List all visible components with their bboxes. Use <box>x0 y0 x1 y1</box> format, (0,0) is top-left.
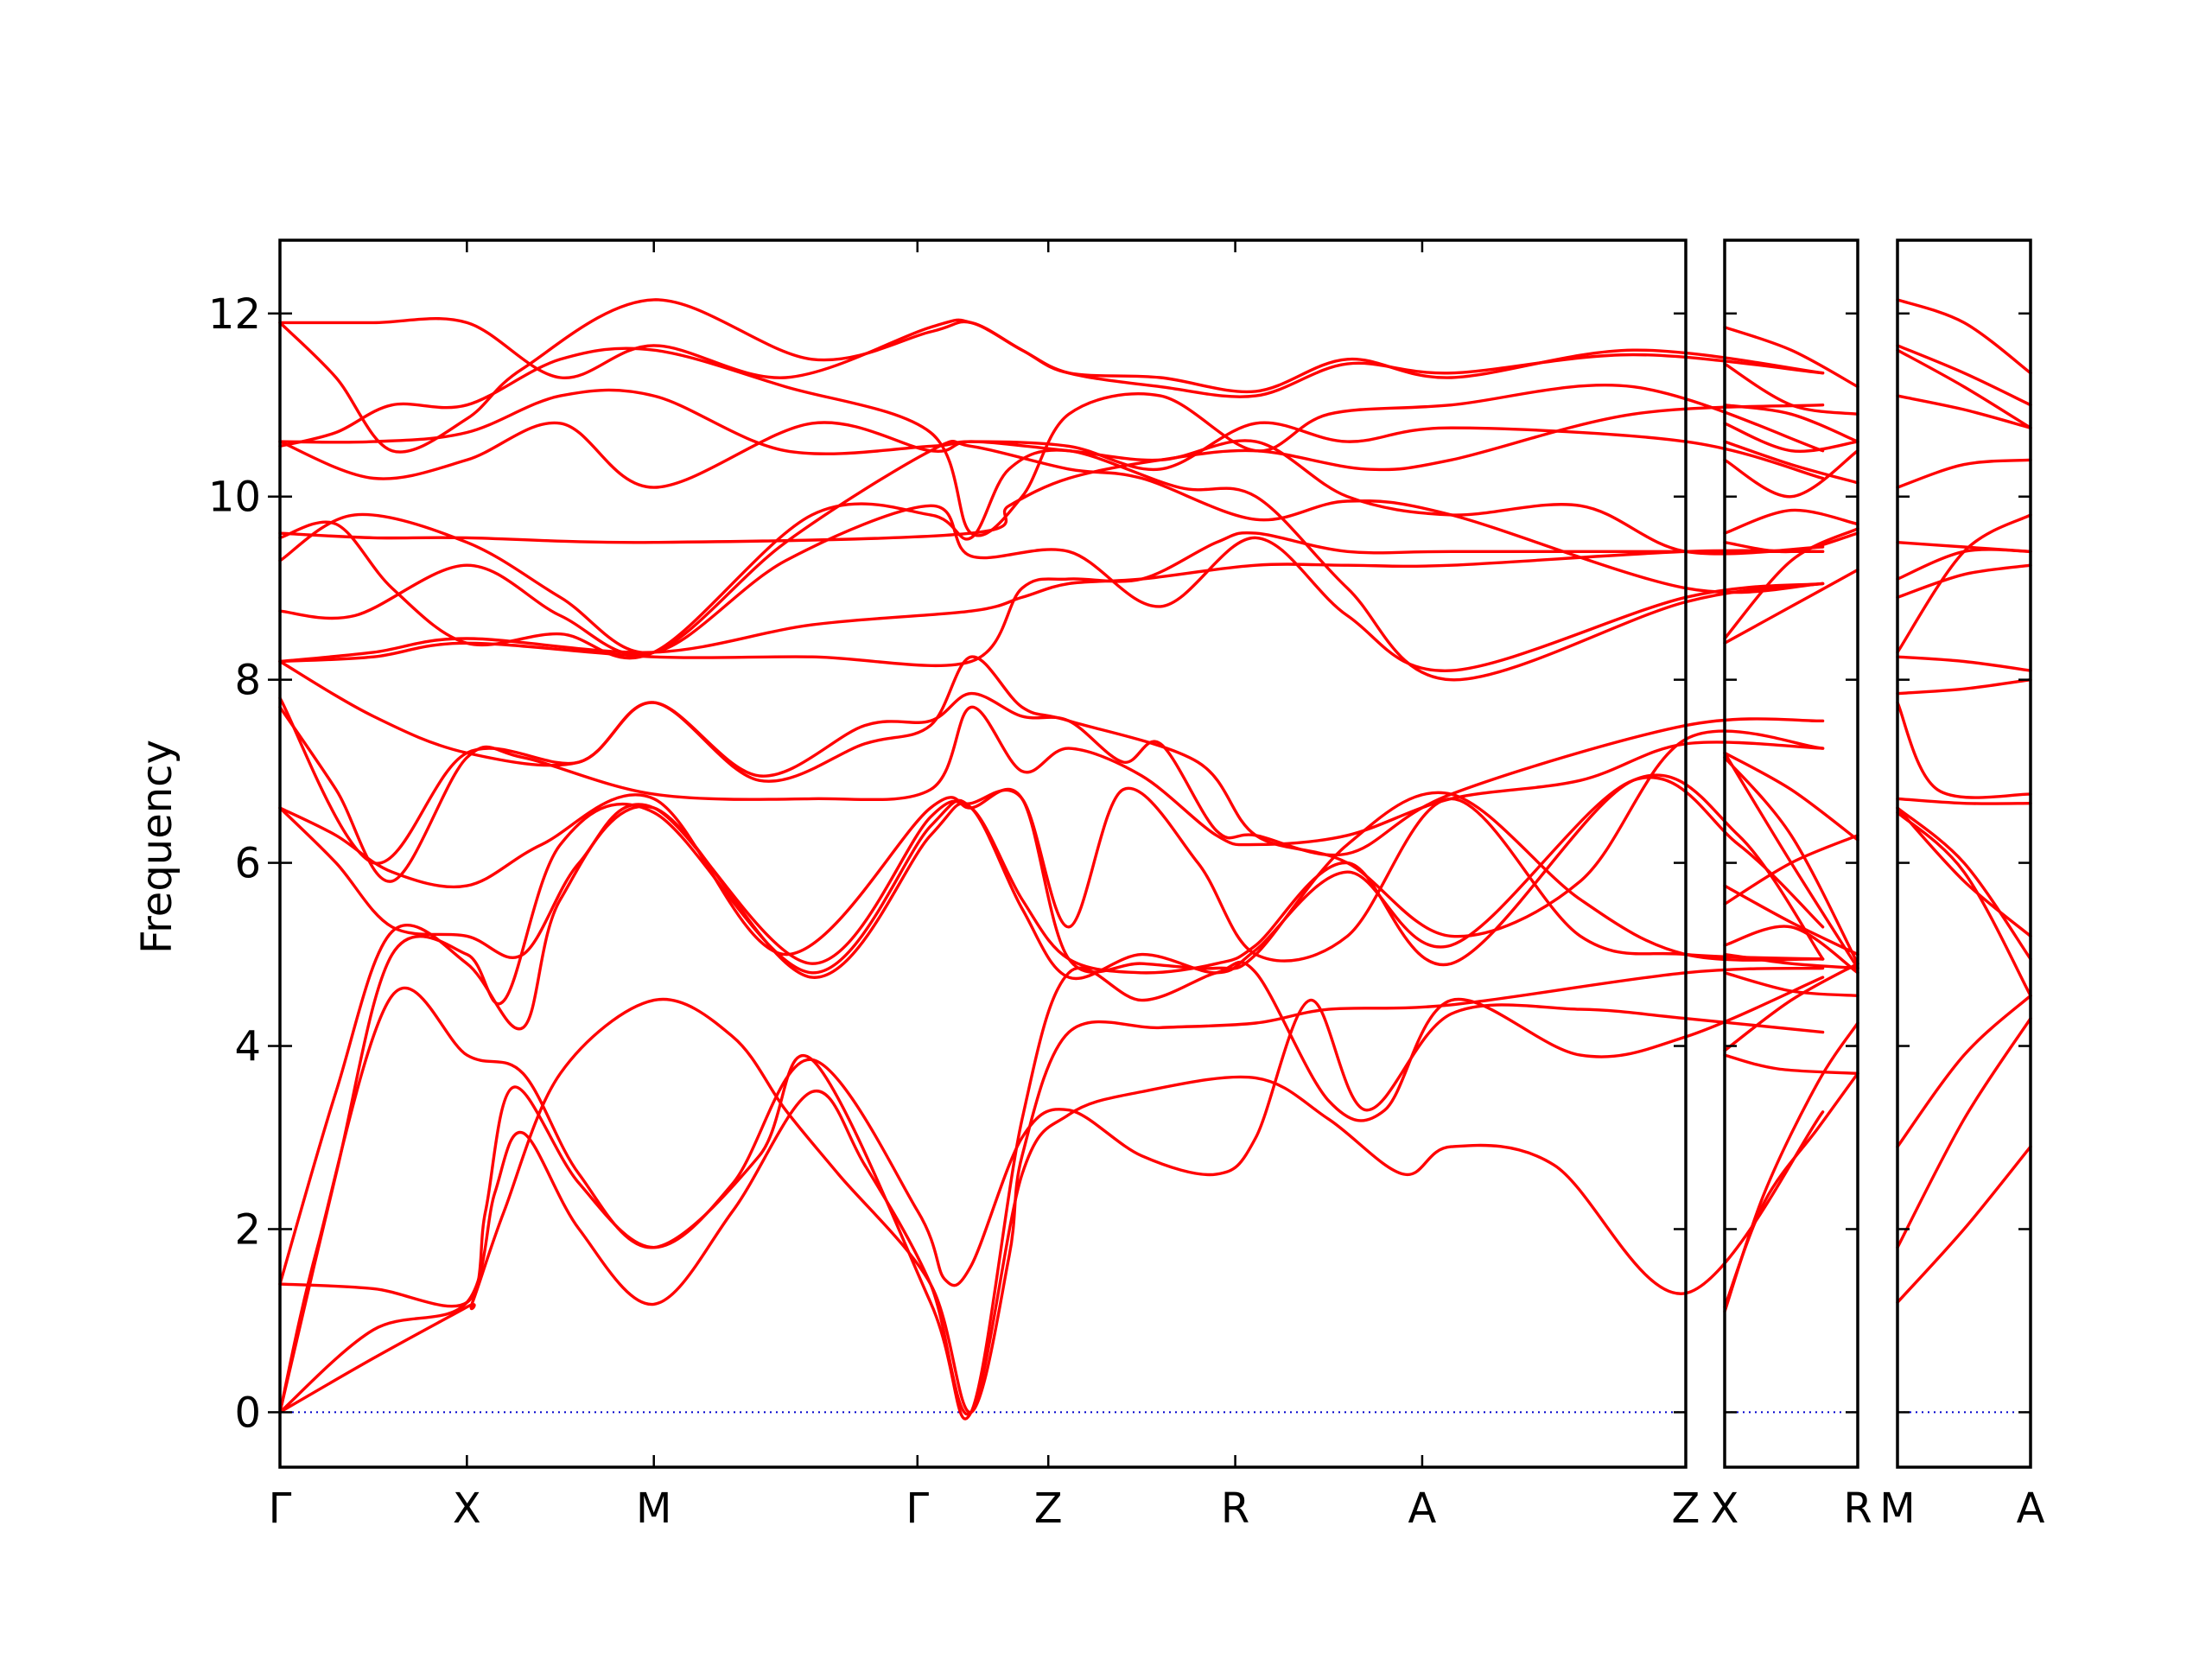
y-tick-label: 0 <box>234 1389 261 1437</box>
band-line-4 <box>1896 810 2032 997</box>
band-line-7 <box>1896 797 2032 805</box>
band-line-15 <box>1723 531 1859 554</box>
y-tick-label: 8 <box>234 657 261 705</box>
band-line-12 <box>278 549 1825 664</box>
band-line-13 <box>1723 568 1859 645</box>
band-line-4 <box>278 960 1825 1421</box>
band-line-17 <box>278 404 1825 544</box>
x-tick-label: Z <box>1034 1484 1063 1533</box>
band-line-10 <box>1896 655 2032 672</box>
band-line-3 <box>1723 1053 1859 1075</box>
band-line-13 <box>278 531 1825 668</box>
y-tick-label: 6 <box>234 840 261 888</box>
band-line-15 <box>1896 458 2032 489</box>
band-line-21 <box>1723 362 1859 416</box>
band-line-17 <box>1896 348 2032 429</box>
band-line-19 <box>1723 422 1859 454</box>
band-line-3 <box>1896 994 2032 1148</box>
band-line-8 <box>1896 701 2032 799</box>
band-line-9 <box>1723 884 1859 957</box>
band-line-17 <box>1723 449 1859 499</box>
band-line-16 <box>278 448 1825 682</box>
band-line-11 <box>278 655 1825 938</box>
band-line-2 <box>278 1075 1825 1416</box>
band-line-6 <box>1723 952 1859 970</box>
band-line-5 <box>1723 971 1859 997</box>
band-line-10 <box>278 691 1825 865</box>
band-line-4 <box>1723 962 1859 1052</box>
band-line-6 <box>1896 806 2032 961</box>
band-line-11 <box>1723 756 1859 965</box>
band-line-3 <box>278 998 1825 1308</box>
y-tick-label: 2 <box>234 1205 261 1254</box>
band-line-14 <box>1896 541 2032 553</box>
band-line-20 <box>1723 404 1859 443</box>
band-line-18 <box>1723 440 1859 485</box>
x-tick-label: M <box>1879 1484 1915 1533</box>
band-line-5 <box>278 776 1825 1414</box>
band-line-21 <box>278 317 1825 394</box>
band-line-9 <box>1896 678 2032 696</box>
x-tick-label: Γ <box>906 1484 929 1533</box>
y-tick-label: 12 <box>208 290 261 339</box>
band-line-19 <box>1896 298 2032 375</box>
panel-frame <box>1723 238 1859 1469</box>
band-line-14 <box>1723 527 1859 640</box>
x-tick-label: A <box>1408 1484 1437 1533</box>
x-tick-label: X <box>453 1484 481 1533</box>
band-line-18 <box>278 421 1825 556</box>
band-line-19 <box>278 388 1825 480</box>
y-tick-label: 4 <box>234 1023 261 1071</box>
band-line-1 <box>278 966 1825 1414</box>
band-line-15 <box>278 504 1825 672</box>
band-line-22 <box>1723 326 1859 389</box>
band-line-10 <box>1723 751 1859 842</box>
panel-1: Γ X M Γ Z R A Z 0 2 4 6 8 10 12 <box>208 238 1825 1533</box>
x-tick-label: M <box>636 1484 671 1533</box>
band-line-2 <box>1896 1017 2032 1249</box>
band-line-11 <box>1896 513 2032 654</box>
y-tick-label: 10 <box>208 474 261 522</box>
band-line-7 <box>1723 925 1859 975</box>
band-line-2 <box>1723 1071 1859 1309</box>
x-tick-label: R <box>1221 1484 1249 1533</box>
band-line-16 <box>1896 394 2032 429</box>
band-line-9 <box>278 705 1825 883</box>
band-line-5 <box>1896 806 2032 938</box>
x-tick-label: X <box>1711 1484 1739 1533</box>
panel-frame <box>1896 238 2032 1469</box>
y-axis-label: Frequency <box>133 740 181 954</box>
band-line-18 <box>1896 344 2032 407</box>
band-line-1 <box>1896 1145 2032 1304</box>
x-tick-label: Z <box>1672 1484 1700 1533</box>
band-line-22 <box>278 298 1825 454</box>
band-line-20 <box>278 346 1825 537</box>
band-line-12 <box>1896 563 2032 599</box>
x-tick-label: A <box>2017 1484 2045 1533</box>
x-tick-label: R <box>1843 1484 1872 1533</box>
band-line-12 <box>1723 751 1859 970</box>
panel-frame <box>278 238 1688 1469</box>
x-tick-label: Γ <box>269 1484 292 1533</box>
band-line-1 <box>1723 1021 1859 1313</box>
band-line-16 <box>1723 508 1859 535</box>
band-line-8 <box>278 787 1825 974</box>
